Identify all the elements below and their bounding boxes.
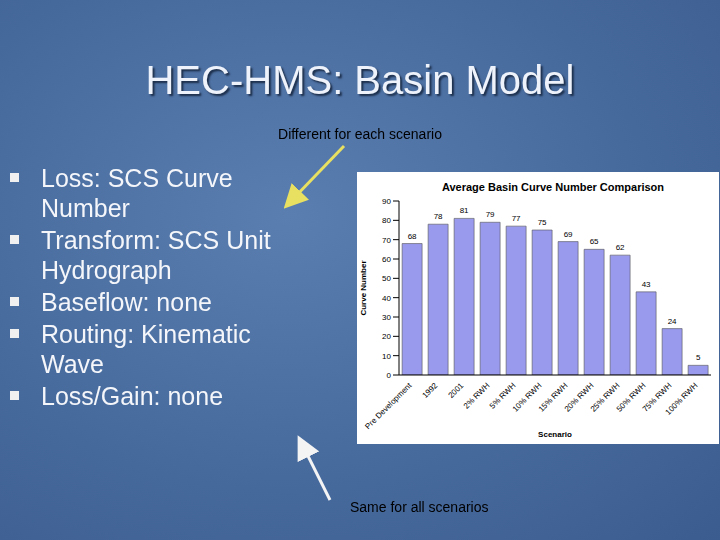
svg-text:Pre Development: Pre Development — [363, 381, 414, 432]
svg-text:68: 68 — [408, 232, 417, 241]
html-text:Routing: Kinematic Wave: Routing: Kinematic Wave — [41, 320, 251, 378]
svg-text:10% RWH: 10% RWH — [510, 381, 544, 414]
svg-text:40: 40 — [382, 294, 391, 303]
svg-text:80: 80 — [382, 216, 391, 225]
svg-text:62: 62 — [616, 243, 625, 252]
svg-text:Scenario: Scenario — [538, 430, 572, 439]
svg-text:Curve Number: Curve Number — [359, 260, 368, 315]
svg-text:2% RWH: 2% RWH — [462, 381, 492, 411]
html-text:Baseflow: none: Baseflow: none — [41, 288, 212, 316]
html-text:Same for all scenarios: Same for all scenarios — [350, 499, 489, 515]
svg-text:79: 79 — [486, 210, 495, 219]
svg-text:20% RWH: 20% RWH — [562, 381, 596, 414]
svg-text:70: 70 — [382, 236, 391, 245]
svg-text:1992: 1992 — [420, 381, 439, 400]
svg-text:30: 30 — [382, 313, 391, 322]
svg-text:65: 65 — [590, 237, 599, 246]
svg-text:75% RWH: 75% RWH — [640, 381, 674, 414]
svg-text:69: 69 — [564, 230, 573, 239]
html-text:Transform: SCS Unit Hydrograph: Transform: SCS Unit Hydrograph — [41, 226, 271, 284]
svg-text:78: 78 — [434, 212, 443, 221]
svg-text:90: 90 — [382, 197, 391, 206]
svg-text:50% RWH: 50% RWH — [614, 381, 648, 414]
html-text:Loss: SCS Curve Number: Loss: SCS Curve Number — [41, 164, 233, 222]
svg-text:75: 75 — [538, 218, 547, 227]
svg-text:2001: 2001 — [446, 381, 465, 400]
svg-text:43: 43 — [642, 280, 651, 289]
svg-text:81: 81 — [460, 206, 469, 215]
html-text:Different for each scenario: Different for each scenario — [278, 126, 442, 142]
svg-text:20: 20 — [382, 332, 391, 341]
svg-text:0: 0 — [387, 371, 392, 380]
html-text:Loss/Gain: none: Loss/Gain: none — [41, 382, 224, 410]
svg-text:5: 5 — [696, 353, 701, 362]
svg-text:15% RWH: 15% RWH — [536, 381, 570, 414]
svg-text:25% RWH: 25% RWH — [588, 381, 622, 414]
svg-text:77: 77 — [512, 214, 521, 223]
svg-text:5% RWH: 5% RWH — [487, 381, 518, 411]
svg-text:50: 50 — [382, 274, 391, 283]
html-text:HEC-HMS: Basin Model: HEC-HMS: Basin Model — [145, 58, 575, 102]
html-text:Average Basin Curve Number Com: Average Basin Curve Number Comparison — [441, 181, 664, 193]
svg-text:60: 60 — [382, 255, 391, 264]
svg-text:10: 10 — [382, 352, 391, 361]
svg-text:24: 24 — [668, 317, 677, 326]
svg-text:100% RWH: 100% RWH — [664, 381, 700, 417]
